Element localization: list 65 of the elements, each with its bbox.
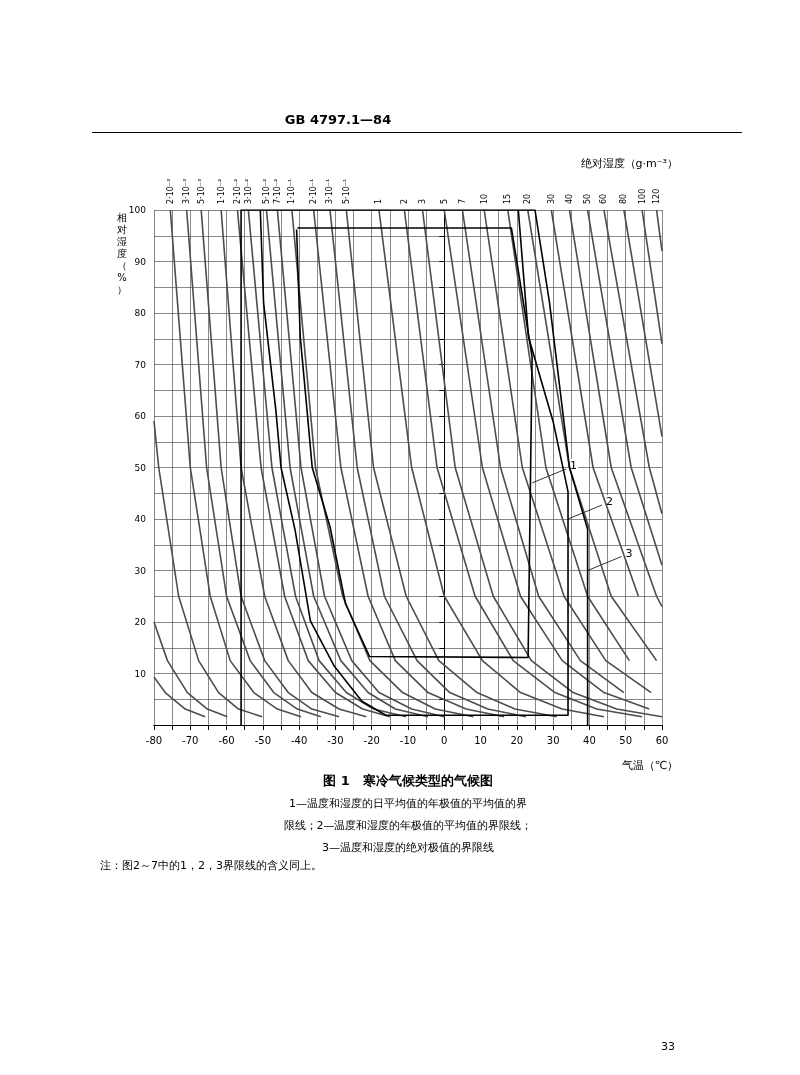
annotation: 20 <box>523 193 533 204</box>
annotation: 1·10⁻¹ <box>287 178 297 204</box>
y-tick-label: 50 <box>134 462 147 473</box>
annotation: 50 <box>583 193 593 204</box>
annotation: 2·10⁻² <box>232 178 242 204</box>
y-tick-label: 100 <box>128 205 147 215</box>
y-tick-label: 40 <box>134 514 147 524</box>
annotation: 100 <box>637 188 647 204</box>
x-tick-label: 50 <box>619 734 633 746</box>
annotation: 120 <box>652 188 662 204</box>
annotation: 2 <box>399 198 409 204</box>
y-tick-label: 90 <box>134 256 147 267</box>
y-tick-label: 10 <box>134 668 147 679</box>
text: 注：图2～7中的1，2，3界限线的含义同上。 <box>100 858 323 873</box>
text: GB 4797.1—84 <box>283 112 393 127</box>
text: 图 1 寒冷气候类型的气候图 <box>322 772 494 790</box>
y-axis-title: 相对湿度（%） <box>116 212 128 296</box>
annotation: 40 <box>564 193 574 204</box>
x-tick-label: -70 <box>182 734 199 746</box>
annotation: 7 <box>457 198 467 204</box>
annotation: 3 <box>625 546 633 560</box>
text: 3—温度和湿度的绝对极值的界限线 <box>321 840 495 855</box>
x-tick-label: -10 <box>399 734 417 746</box>
annotation: 1 <box>570 458 578 472</box>
x-tick-label: 60 <box>655 734 669 746</box>
text: 1—温度和湿度的日平均值的年极值的平均值的界 <box>288 796 528 811</box>
annotation: 3·10⁻¹ <box>325 178 335 204</box>
annotation: 1 <box>374 198 384 204</box>
text: 限线；2—温度和湿度的年极值的平均值的界限线； <box>282 818 534 833</box>
annotation: 2·10⁻³ <box>165 178 175 204</box>
annotation: 5 <box>439 198 449 204</box>
x-tick-label: -60 <box>218 734 235 746</box>
annotation: 7·10⁻² <box>272 178 282 204</box>
y-tick-label: 30 <box>134 565 147 576</box>
x-tick-label: -80 <box>145 734 163 746</box>
annotation: 15 <box>503 193 513 204</box>
annotation: 80 <box>619 193 629 204</box>
y-tick-label: 70 <box>134 359 147 370</box>
y-tick-label: 80 <box>134 308 147 318</box>
x-tick-label: -40 <box>290 734 308 746</box>
x-axis-title: 气温（℃） <box>620 758 678 773</box>
y-tick-label: 20 <box>134 617 147 627</box>
y-tick-label: 60 <box>134 411 147 421</box>
x-tick-label: -50 <box>254 734 272 746</box>
x-tick-label: 40 <box>583 734 596 746</box>
x2-axis-title: 绝对湿度（g·m⁻³） <box>579 156 678 171</box>
annotation: 10 <box>479 193 489 204</box>
x-tick-label: -20 <box>363 734 380 746</box>
annotation: 5·10⁻³ <box>196 178 206 204</box>
annotation: 60 <box>599 193 609 204</box>
annotation: 3 <box>418 198 428 204</box>
annotation: 3·10⁻³ <box>182 178 192 204</box>
x-tick-label: 30 <box>546 734 560 746</box>
x-tick-label: 0 <box>441 734 448 746</box>
annotation: 1·10⁻² <box>216 178 226 204</box>
x-tick-label: -30 <box>327 734 344 746</box>
text: 33 <box>660 1040 676 1053</box>
x-tick-label: 20 <box>510 734 524 746</box>
annotation: 2 <box>606 495 614 508</box>
annotation: 3·10⁻² <box>243 178 253 204</box>
annotation: 5·10⁻² <box>261 178 271 204</box>
annotation: 2·10⁻¹ <box>309 178 319 204</box>
annotation: 5·10⁻¹ <box>341 178 351 204</box>
x-tick-label: 10 <box>474 734 487 746</box>
annotation: 30 <box>546 193 556 204</box>
